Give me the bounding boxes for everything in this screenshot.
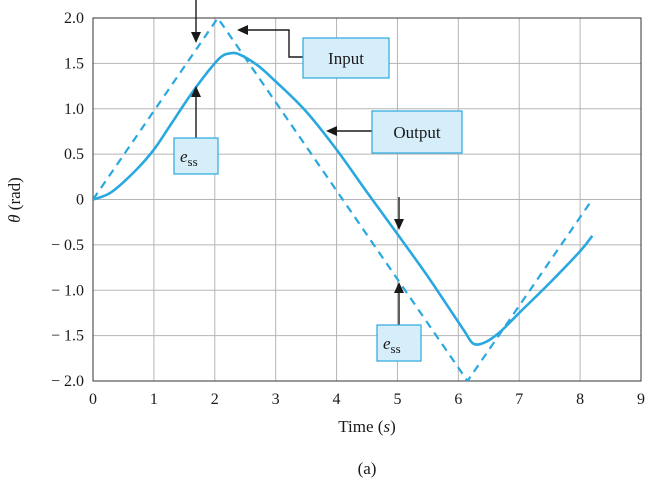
x-axis-label: Time (s) (338, 417, 396, 436)
y-tick-label: 0 (76, 192, 84, 209)
x-tick-label: 1 (150, 391, 158, 408)
y-tick-label: 2.0 (64, 10, 84, 27)
y-tick-label: − 1.5 (51, 328, 84, 345)
y-tick-label: 1.0 (64, 101, 84, 118)
x-tick-label: 3 (272, 391, 280, 408)
svg-text:ess: ess (383, 334, 401, 356)
svg-text:Output: Output (393, 123, 441, 142)
x-tick-label: 6 (454, 391, 462, 408)
x-tick-label: 0 (89, 391, 97, 408)
x-tick-labels: 0 1 2 3 4 5 6 7 8 9 (89, 391, 645, 408)
y-tick-labels: 2.0 1.5 1.0 0.5 0 − 0.5 − 1.0 − 1.5 − 2.0 (51, 10, 84, 390)
x-tick-label: 2 (211, 391, 219, 408)
x-tick-label: 9 (637, 391, 645, 408)
ess-right-bottom-arrow (394, 282, 404, 325)
x-tick-label: 5 (393, 391, 401, 408)
svg-text:ess: ess (180, 147, 198, 169)
svg-text:Input: Input (328, 49, 364, 68)
ess-callout-left: ess (173, 137, 219, 175)
y-tick-label: 0.5 (64, 146, 84, 163)
ess-left-arrow (191, 86, 201, 138)
y-tick-label: − 2.0 (51, 373, 84, 390)
ess-right-top-arrow (394, 197, 404, 230)
x-tick-label: 4 (333, 391, 341, 408)
output-series-line (93, 51, 594, 346)
input-callout: Input (302, 37, 390, 79)
output-arrow (326, 126, 372, 136)
x-tick-label: 8 (576, 391, 584, 408)
y-tick-label: − 0.5 (51, 237, 84, 254)
figure-caption: (a) (358, 459, 377, 478)
ess-callout-right: ess (376, 324, 422, 362)
output-callout: Output (371, 110, 463, 154)
y-tick-label: − 1.0 (51, 282, 84, 299)
input-arrow (237, 25, 303, 58)
y-tick-label: 1.5 (64, 55, 84, 72)
top-left-arrow (191, 0, 201, 43)
y-axis-label: θ (rad) (5, 177, 24, 223)
input-series-line (93, 18, 594, 381)
x-tick-label: 7 (515, 391, 523, 408)
